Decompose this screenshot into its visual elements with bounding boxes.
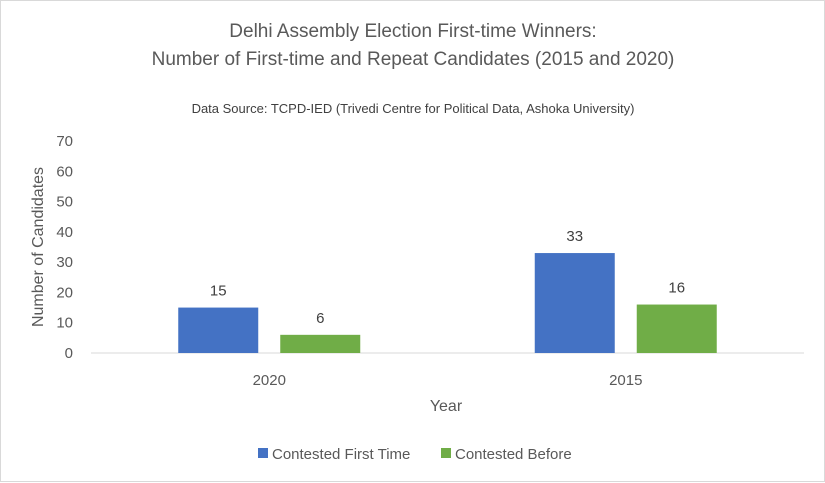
legend-label-first-time: Contested First Time bbox=[272, 446, 410, 463]
y-axis-ticks: 0 10 20 30 40 50 60 70 bbox=[56, 133, 73, 362]
bars: 15 6 33 16 bbox=[178, 228, 717, 353]
legend-swatch-first-time bbox=[258, 448, 268, 458]
legend-swatch-contested-before bbox=[441, 448, 451, 458]
x-axis-ticks: 2020 2015 bbox=[253, 372, 643, 389]
y-tick-label: 0 bbox=[65, 345, 73, 362]
y-tick-label: 60 bbox=[56, 163, 73, 180]
data-label: 16 bbox=[668, 280, 685, 297]
chart-subtitle: Data Source: TCPD-IED (Trivedi Centre fo… bbox=[192, 101, 635, 116]
bar-2015-first-time bbox=[534, 253, 615, 353]
y-tick-label: 20 bbox=[56, 284, 73, 301]
x-axis-title: Year bbox=[430, 398, 463, 415]
bar-2015-contested-before bbox=[636, 304, 717, 353]
y-tick-label: 10 bbox=[56, 315, 73, 332]
y-tick-label: 30 bbox=[56, 254, 73, 271]
chart-title-line1: Delhi Assembly Election First-time Winne… bbox=[229, 21, 596, 42]
bar-2020-first-time bbox=[178, 307, 259, 353]
y-tick-label: 70 bbox=[56, 133, 73, 150]
x-tick-label: 2020 bbox=[253, 372, 286, 389]
chart-title-line2: Number of First-time and Repeat Candidat… bbox=[152, 49, 675, 70]
y-tick-label: 40 bbox=[56, 224, 73, 241]
data-label: 15 bbox=[210, 283, 227, 300]
legend: Contested First Time Contested Before bbox=[258, 446, 572, 463]
data-label: 6 bbox=[316, 310, 324, 327]
bar-2020-contested-before bbox=[280, 334, 361, 353]
data-label: 33 bbox=[566, 228, 583, 245]
x-tick-label: 2015 bbox=[609, 372, 642, 389]
y-axis-title: Number of Candidates bbox=[30, 167, 47, 327]
y-tick-label: 50 bbox=[56, 194, 73, 211]
legend-label-contested-before: Contested Before bbox=[455, 446, 572, 463]
